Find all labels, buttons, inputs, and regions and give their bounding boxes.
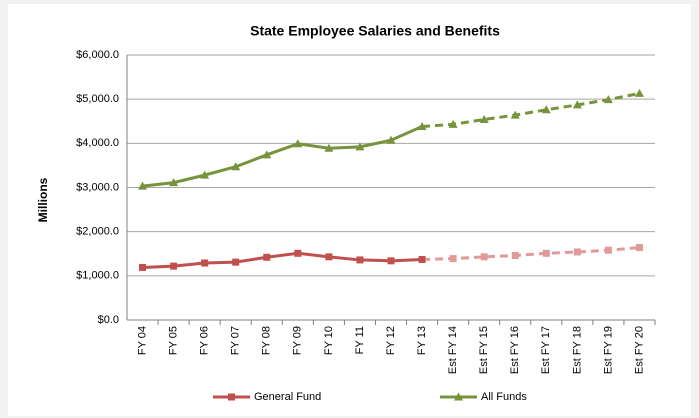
x-tick-label: FY 08 bbox=[261, 326, 273, 355]
marker bbox=[232, 258, 240, 266]
marker bbox=[511, 252, 519, 260]
marker bbox=[417, 122, 427, 131]
marker bbox=[263, 253, 271, 261]
marker bbox=[138, 181, 148, 190]
y-axis-label: Millions bbox=[36, 177, 50, 222]
marker bbox=[541, 105, 551, 114]
marker bbox=[510, 110, 520, 119]
y-tick-label: $2,000.0 bbox=[76, 226, 119, 238]
x-tick-label: Est FY 19 bbox=[602, 326, 614, 374]
x-tick-label: Est FY 17 bbox=[540, 326, 552, 374]
marker bbox=[603, 95, 613, 104]
series-line bbox=[142, 251, 423, 269]
y-tick-label: $5,000.0 bbox=[76, 93, 119, 105]
marker bbox=[449, 255, 457, 263]
marker bbox=[387, 257, 395, 265]
series-line bbox=[422, 246, 640, 261]
marker bbox=[170, 262, 178, 270]
marker bbox=[454, 392, 463, 401]
x-tick-label: Est FY 14 bbox=[447, 326, 459, 374]
marker bbox=[200, 170, 210, 179]
y-tick-label: $4,000.0 bbox=[76, 137, 119, 149]
marker bbox=[542, 249, 550, 257]
marker bbox=[231, 162, 241, 171]
x-tick-label: FY 09 bbox=[292, 326, 304, 355]
x-tick-label: Est FY 15 bbox=[478, 326, 490, 374]
x-tick-label: FY 04 bbox=[136, 326, 148, 355]
marker bbox=[635, 244, 643, 252]
y-tick-label: $6,000.0 bbox=[76, 49, 119, 61]
x-tick-label: Est FY 16 bbox=[509, 326, 521, 374]
marker bbox=[479, 114, 489, 123]
marker bbox=[604, 246, 612, 254]
marker bbox=[356, 256, 364, 264]
x-tick-label: FY 10 bbox=[323, 326, 335, 355]
series-line bbox=[421, 91, 640, 129]
legend-label: All Funds bbox=[481, 391, 527, 403]
marker bbox=[355, 142, 365, 151]
marker bbox=[169, 178, 179, 187]
marker bbox=[325, 253, 333, 261]
x-tick-label: Est FY 20 bbox=[633, 326, 645, 374]
x-tick-label: FY 05 bbox=[167, 326, 179, 355]
marker bbox=[418, 255, 426, 263]
marker bbox=[201, 259, 209, 267]
series-line bbox=[142, 125, 423, 188]
marker bbox=[324, 143, 334, 152]
marker bbox=[634, 88, 644, 97]
y-tick-label: $1,000.0 bbox=[76, 270, 119, 282]
marker bbox=[573, 248, 581, 256]
marker bbox=[572, 100, 582, 109]
x-tick-label: FY 13 bbox=[416, 326, 428, 355]
marker bbox=[293, 139, 303, 148]
x-tick-label: FY 06 bbox=[199, 326, 211, 355]
marker bbox=[448, 119, 458, 128]
marker bbox=[386, 135, 396, 144]
marker bbox=[480, 253, 488, 261]
marker bbox=[294, 249, 302, 257]
y-tick-label: $3,000.0 bbox=[76, 181, 119, 193]
x-tick-label: Est FY 18 bbox=[571, 326, 583, 374]
marker bbox=[262, 150, 272, 159]
legend-label: General Fund bbox=[254, 391, 321, 403]
chart-background bbox=[8, 4, 691, 416]
marker bbox=[228, 393, 235, 401]
y-tick-label: $0.0 bbox=[98, 314, 119, 326]
x-tick-label: FY 12 bbox=[385, 326, 397, 355]
chart-title: State Employee Salaries and Benefits bbox=[250, 23, 500, 39]
marker bbox=[139, 263, 147, 271]
x-tick-label: FY 11 bbox=[354, 326, 366, 354]
x-tick-label: FY 07 bbox=[230, 326, 242, 355]
